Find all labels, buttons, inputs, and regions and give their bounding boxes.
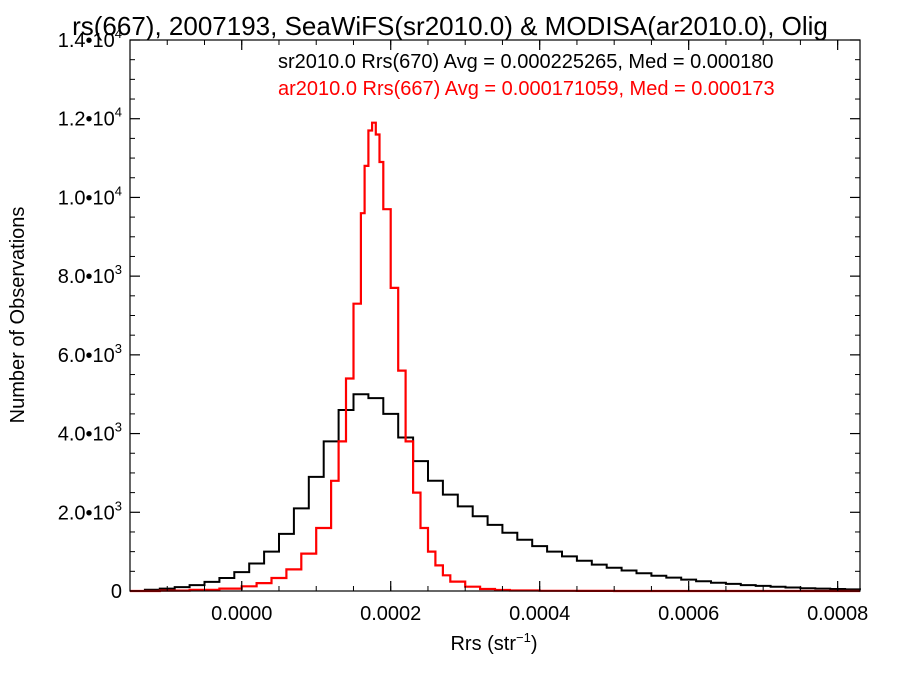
y-tick-label-mantissa: 1.0•10	[58, 187, 115, 209]
y-tick-label-mantissa: 4.0•10	[58, 424, 115, 446]
ticks-layer	[130, 39, 860, 592]
y-tick-label: 2.0•103	[58, 498, 122, 524]
y-tick-label-exponent: 4	[115, 26, 122, 41]
y-tick-label-exponent: 3	[115, 341, 122, 356]
series-line-0	[130, 393, 861, 592]
y-tick-label: 1.0•104	[58, 183, 122, 209]
y-tick-label-exponent: 3	[115, 262, 122, 277]
x-tick-label: 0.0006	[658, 603, 719, 625]
y-tick-label-exponent: 4	[115, 183, 122, 198]
x-tick-label: 0.0004	[509, 603, 570, 625]
y-tick-label-mantissa: 1.4•10	[58, 30, 115, 52]
y-tick-label-mantissa: 0	[111, 581, 122, 603]
y-tick-label: 6.0•103	[58, 341, 122, 367]
y-tick-label: 0	[111, 581, 122, 603]
legend-entry-ar2010: ar2010.0 Rrs(667) Avg = 0.000171059, Med…	[278, 78, 775, 100]
x-tick-label: 0.0000	[211, 603, 272, 625]
x-tick-label: 0.0002	[360, 603, 421, 625]
y-tick-label-mantissa: 6.0•10	[58, 345, 115, 367]
x-axis-label-sup: −1	[516, 630, 531, 645]
y-tick-label-mantissa: 2.0•10	[58, 502, 115, 524]
plot-frame	[129, 39, 861, 592]
y-tick-label-exponent: 3	[115, 498, 122, 513]
y-tick-label-mantissa: 1.2•10	[58, 109, 115, 131]
series-line-1	[130, 121, 860, 593]
y-tick-label: 4.0•103	[58, 420, 122, 446]
chart-title: rs(667), 2007193, SeaWiFS(sr2010.0) & MO…	[72, 11, 828, 41]
y-tick-label: 8.0•103	[58, 262, 122, 288]
legend-entry-sr2010: sr2010.0 Rrs(670) Avg = 0.000225265, Med…	[278, 51, 774, 73]
y-tick-label: 1.4•104	[58, 26, 122, 52]
x-axis-label-close: )	[531, 633, 538, 655]
y-tick-label-exponent: 4	[115, 105, 122, 120]
labels-layer: 0.0000 0.0002 0.0004 0.0006 0.000802.0•1034.…	[58, 26, 869, 625]
y-tick-label-mantissa: 8.0•10	[58, 266, 115, 288]
y-tick-label-exponent: 3	[115, 420, 122, 435]
y-axis-label: Number of Observations	[7, 207, 29, 424]
y-tick-label: 1.2•104	[58, 105, 122, 131]
x-axis-label: Rrs (str−1)	[450, 630, 537, 655]
x-tick-label: 0.0008	[807, 603, 868, 625]
x-axis-label-main: Rrs (str	[450, 633, 516, 655]
series-layer	[130, 121, 861, 593]
